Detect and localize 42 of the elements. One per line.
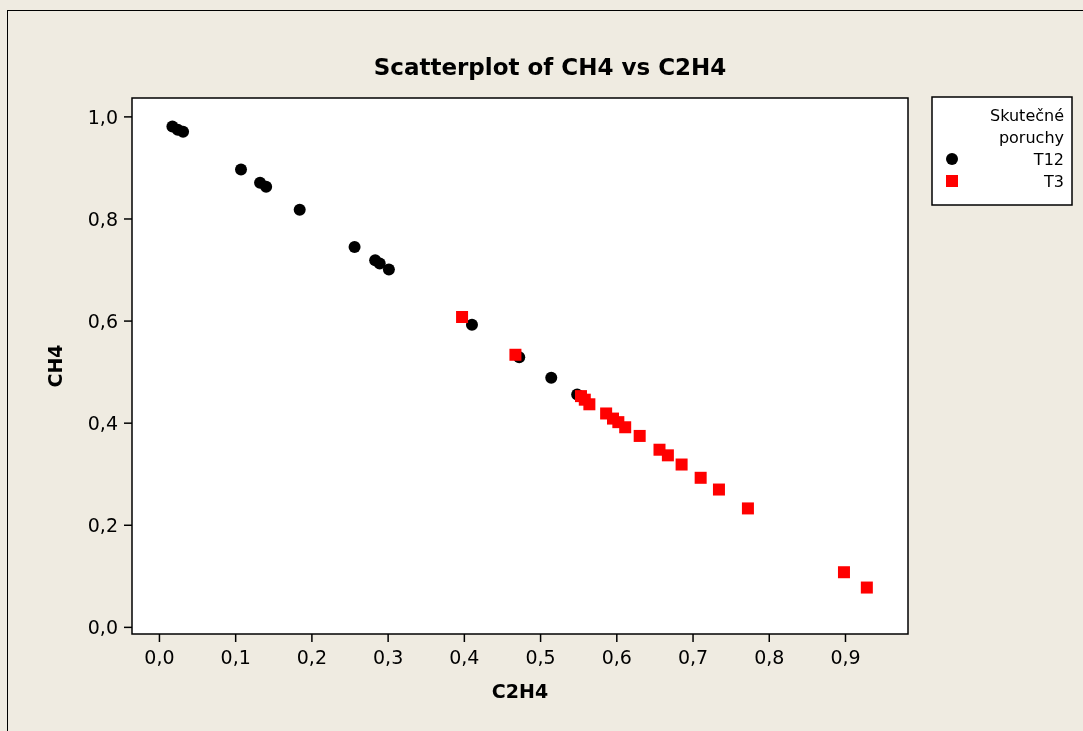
x-tick-label: 0,2 (296, 646, 328, 668)
point (860, 581, 873, 594)
x-axis-title: C2H4 (491, 680, 549, 702)
chart-title: Scatterplot of CH4 vs C2H4 (373, 54, 727, 80)
point (633, 429, 646, 442)
point (837, 566, 850, 579)
x-tick-label: 0,1 (220, 646, 251, 668)
point (348, 241, 361, 254)
x-tick-label: 0,0 (144, 646, 175, 668)
point (712, 483, 725, 496)
x-tick-label: 0,9 (830, 646, 861, 668)
x-tick-label: 0,5 (525, 646, 556, 668)
legend-title: Skutečné poruchy (990, 106, 1064, 147)
point (661, 449, 674, 462)
y-axis-title: CH4 (44, 344, 66, 388)
y-tick-label: 1,0 (87, 105, 118, 128)
y-tick-label: 0,2 (87, 514, 118, 537)
y-tick-label: 0,4 (87, 412, 118, 435)
y-tick-label: 0,0 (87, 616, 118, 639)
point (694, 471, 707, 484)
point (741, 502, 754, 515)
point (545, 371, 558, 384)
point (235, 163, 248, 176)
text: T3 (1043, 172, 1064, 191)
point (675, 458, 688, 471)
x-tick-label: 0,8 (754, 646, 785, 668)
point (456, 310, 469, 323)
text: T12 (1032, 150, 1064, 169)
point (509, 348, 522, 361)
point (260, 180, 273, 193)
x-tick-label: 0,4 (449, 646, 480, 668)
y-tick-label: 0,6 (87, 310, 118, 333)
point (465, 318, 478, 331)
y-tick-label: 0,8 (87, 207, 118, 230)
point (293, 203, 306, 216)
x-tick-label: 0,7 (677, 646, 709, 668)
point (373, 257, 386, 270)
x-tick-label: 0,3 (373, 646, 404, 668)
point (619, 421, 632, 434)
point (177, 125, 190, 138)
x-tick-label: 0,6 (601, 646, 632, 668)
point (382, 263, 395, 276)
